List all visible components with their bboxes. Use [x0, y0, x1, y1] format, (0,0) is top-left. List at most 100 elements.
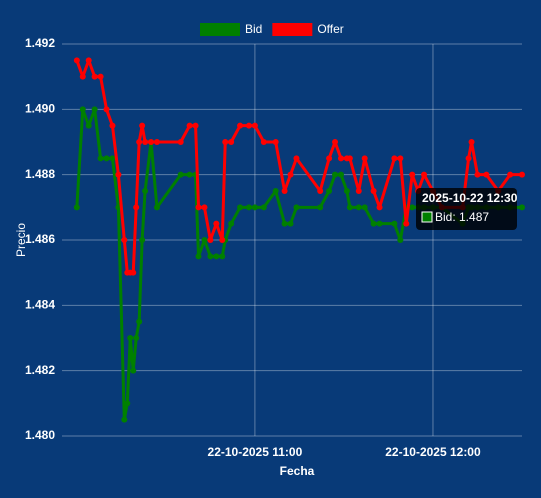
- data-point: [133, 335, 140, 341]
- data-point: [85, 57, 92, 64]
- data-point: [201, 237, 208, 243]
- data-point: [133, 204, 140, 211]
- data-point: [97, 155, 104, 162]
- data-point: [251, 204, 258, 211]
- data-point: [376, 220, 383, 227]
- data-point: [222, 139, 229, 145]
- data-point: [195, 204, 202, 211]
- data-point: [361, 204, 368, 211]
- data-point: [142, 139, 149, 145]
- data-point: [130, 269, 137, 276]
- data-point: [201, 204, 208, 211]
- data-point: [177, 139, 184, 145]
- data-point: [85, 122, 92, 129]
- data-point: [213, 253, 220, 260]
- data-point: [391, 220, 398, 227]
- data-point: [139, 237, 146, 243]
- tooltip-label: Bid: 1.487: [435, 210, 489, 224]
- data-point: [370, 188, 377, 194]
- data-point: [317, 204, 324, 211]
- data-point: [361, 155, 368, 162]
- data-point: [281, 220, 288, 227]
- data-point: [245, 204, 252, 211]
- data-point: [73, 204, 80, 211]
- data-point: [421, 171, 428, 178]
- y-tick-label: 1.484: [25, 298, 55, 312]
- data-point: [337, 155, 344, 162]
- data-point: [127, 335, 134, 341]
- data-point: [136, 318, 143, 325]
- x-tick-label: 22-10-2025 11:00: [208, 445, 303, 459]
- data-point: [130, 367, 137, 374]
- data-point: [195, 253, 202, 260]
- data-point: [287, 171, 294, 178]
- tooltip-title: 2025-10-22 12:30: [422, 191, 518, 205]
- y-tick-label: 1.488: [25, 167, 55, 181]
- data-point: [474, 171, 481, 178]
- data-point: [293, 155, 300, 162]
- y-tick-label: 1.486: [25, 232, 55, 246]
- legend-label: Offer: [317, 22, 343, 36]
- data-point: [260, 139, 267, 145]
- data-point: [337, 171, 344, 178]
- tooltip-box: [416, 188, 517, 230]
- data-point: [219, 237, 226, 243]
- data-point: [370, 220, 377, 227]
- data-point: [519, 171, 525, 178]
- y-tick-label: 1.482: [25, 363, 55, 377]
- data-point: [228, 220, 235, 227]
- legend-label: Bid: [245, 22, 262, 36]
- y-tick-label: 1.490: [25, 102, 55, 116]
- data-point: [237, 122, 244, 129]
- data-point: [391, 155, 398, 162]
- data-point: [207, 253, 214, 260]
- data-point: [326, 188, 333, 194]
- data-point: [186, 171, 193, 178]
- data-point: [293, 204, 300, 211]
- data-point: [121, 416, 128, 423]
- tooltip-swatch: [421, 211, 433, 223]
- data-point: [103, 155, 110, 162]
- data-point: [483, 171, 490, 178]
- data-point: [281, 188, 288, 194]
- data-point: [343, 188, 350, 194]
- data-point: [272, 188, 279, 194]
- data-point: [103, 106, 110, 113]
- data-point: [115, 171, 122, 178]
- legend-swatch: [272, 23, 313, 36]
- data-point: [91, 106, 98, 113]
- data-point: [79, 106, 86, 113]
- x-axis-title: Fecha: [280, 464, 315, 478]
- data-point: [251, 122, 258, 129]
- data-point: [177, 171, 184, 178]
- data-point: [519, 204, 525, 211]
- data-point: [376, 204, 383, 211]
- data-point: [260, 204, 267, 211]
- data-point: [317, 188, 324, 194]
- data-point: [109, 155, 116, 162]
- data-point: [237, 204, 244, 211]
- data-point: [287, 220, 294, 227]
- data-point: [326, 155, 333, 162]
- y-axis-title: Precio: [14, 223, 28, 257]
- data-point: [409, 171, 416, 178]
- data-point: [346, 155, 353, 162]
- data-point: [213, 220, 220, 227]
- data-point: [139, 122, 146, 129]
- data-point: [219, 253, 226, 260]
- data-point: [332, 139, 339, 145]
- data-point: [355, 204, 362, 211]
- data-point: [192, 122, 199, 129]
- data-point: [465, 155, 472, 162]
- data-point: [507, 171, 514, 178]
- data-point: [332, 171, 339, 178]
- data-point: [272, 139, 279, 145]
- data-point: [186, 122, 193, 129]
- y-tick-label: 1.480: [25, 428, 55, 442]
- data-point: [91, 73, 98, 80]
- data-point: [468, 139, 475, 145]
- data-point: [153, 204, 160, 211]
